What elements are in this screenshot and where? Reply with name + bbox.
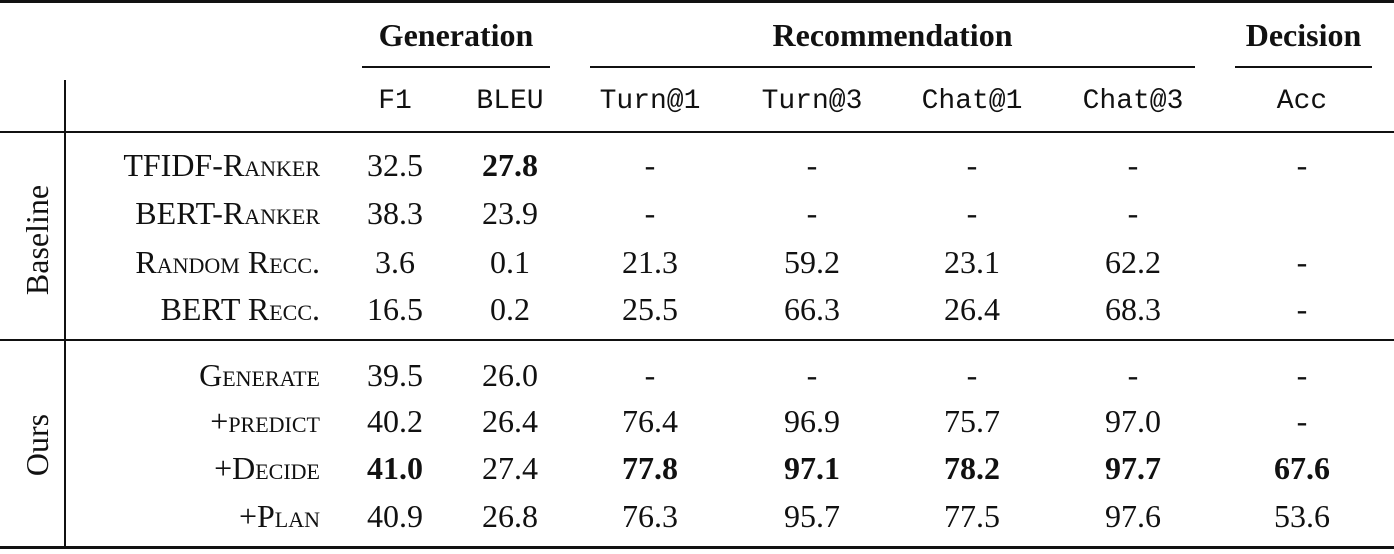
cell: - [1296, 244, 1308, 280]
top-rule [0, 0, 1394, 3]
cell: 75.7 [944, 403, 1000, 439]
row-label: +predict [210, 403, 320, 439]
cell: 3.6 [375, 244, 415, 280]
cell: 68.3 [1105, 291, 1161, 327]
header-rule [0, 131, 1394, 133]
row-label: BERT Recc. [160, 291, 320, 327]
cell: 26.0 [482, 357, 538, 393]
group-underline [590, 66, 1195, 68]
cell: 26.8 [482, 498, 538, 534]
column-header: Turn@3 [761, 86, 863, 117]
cell: 26.4 [482, 403, 538, 439]
bottom-rule [0, 546, 1394, 549]
group-underline [1235, 66, 1372, 68]
column-header: Chat@1 [921, 86, 1023, 117]
group-header: Recommendation [772, 17, 1013, 53]
cell: - [1127, 357, 1139, 393]
cell: 0.2 [490, 291, 530, 327]
cell: - [1296, 403, 1308, 439]
cell: 26.4 [944, 291, 1000, 327]
cell: 76.3 [622, 498, 678, 534]
row-label: Generate [199, 357, 320, 393]
cell: 25.5 [622, 291, 678, 327]
column-header: F1 [378, 86, 412, 117]
cell: - [644, 195, 656, 231]
cell: 21.3 [622, 244, 678, 280]
cell: 97.6 [1105, 498, 1161, 534]
cell: 97.0 [1105, 403, 1161, 439]
cell: 41.0 [367, 450, 423, 486]
row-label: TFIDF-Ranker [123, 147, 320, 183]
cell: - [1127, 147, 1139, 183]
cell: 78.2 [944, 450, 1000, 486]
row-label: +Decide [214, 450, 320, 486]
cell: 27.8 [482, 147, 538, 183]
section-rule [0, 339, 1394, 341]
cell: 76.4 [622, 403, 678, 439]
row-label: +Plan [238, 498, 320, 534]
cell: 77.5 [944, 498, 1000, 534]
cell: 95.7 [784, 498, 840, 534]
cell: 32.5 [367, 147, 423, 183]
cell: 77.8 [622, 450, 678, 486]
cell: 53.6 [1274, 498, 1330, 534]
column-header: BLEU [476, 86, 544, 117]
group-header: Generation [378, 17, 534, 53]
cell: - [966, 147, 978, 183]
cell: - [1127, 195, 1139, 231]
cell: - [966, 357, 978, 393]
cell: - [806, 147, 818, 183]
cell: - [806, 357, 818, 393]
cell: - [806, 195, 818, 231]
column-header: Acc [1276, 86, 1328, 117]
cell: 66.3 [784, 291, 840, 327]
section-label: Ours [19, 413, 55, 477]
vertical-rule [64, 80, 66, 548]
cell: - [644, 357, 656, 393]
group-header: Decision [1245, 17, 1362, 53]
group-underline [362, 66, 550, 68]
cell: 39.5 [367, 357, 423, 393]
cell: - [966, 195, 978, 231]
cell: 59.2 [784, 244, 840, 280]
cell: 27.4 [482, 450, 538, 486]
cell: - [1296, 357, 1308, 393]
cell: 16.5 [367, 291, 423, 327]
cell: 23.1 [944, 244, 1000, 280]
column-header: Chat@3 [1082, 86, 1184, 117]
cell: 97.1 [784, 450, 840, 486]
cell: - [1296, 291, 1308, 327]
column-header: Turn@1 [599, 86, 701, 117]
cell: 23.9 [482, 195, 538, 231]
cell: 97.7 [1105, 450, 1161, 486]
section-label: Baseline [19, 184, 55, 296]
cell: - [1296, 147, 1308, 183]
cell: - [644, 147, 656, 183]
cell: 40.9 [367, 498, 423, 534]
row-label: BERT-Ranker [135, 195, 320, 231]
cell: 38.3 [367, 195, 423, 231]
cell: 40.2 [367, 403, 423, 439]
cell: 67.6 [1274, 450, 1330, 486]
cell: 96.9 [784, 403, 840, 439]
row-label: Random Recc. [135, 244, 320, 280]
cell: 0.1 [490, 244, 530, 280]
cell: 62.2 [1105, 244, 1161, 280]
